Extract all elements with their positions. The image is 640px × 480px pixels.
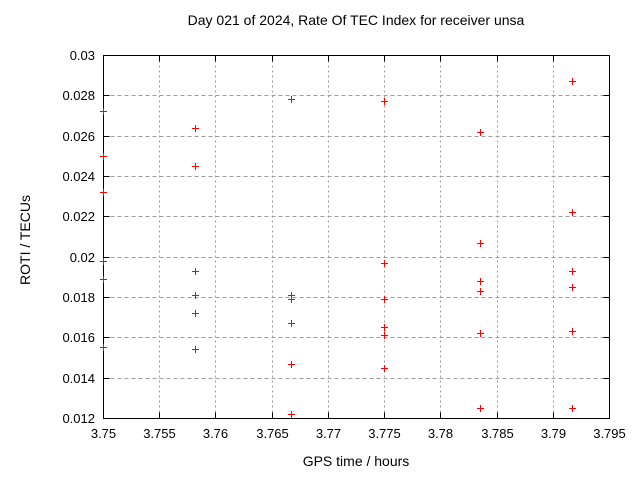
data-point (192, 163, 199, 170)
data-point (288, 361, 295, 368)
y-tick-label: 0.016 (62, 330, 95, 345)
y-tick-label: 0.026 (62, 129, 95, 144)
data-point (100, 276, 107, 283)
y-tick-label: 0.03 (70, 48, 95, 63)
y-tick-label: 0.02 (70, 250, 95, 265)
y-tick-label: 0.012 (62, 411, 95, 426)
data-point (288, 320, 295, 327)
x-tick-label: 3.78 (428, 426, 453, 441)
y-tick-label: 0.018 (62, 290, 95, 305)
data-point (192, 310, 199, 317)
data-point (477, 405, 484, 412)
data-point (381, 365, 388, 372)
x-tick-label: 3.785 (481, 426, 514, 441)
x-tick-label: 3.79 (541, 426, 566, 441)
chart-title: Day 021 of 2024, Rate Of TEC Index for r… (188, 12, 525, 28)
data-point (381, 260, 388, 267)
data-point (100, 153, 107, 160)
x-tick-label: 3.765 (256, 426, 289, 441)
x-tick-label: 3.75 (91, 426, 116, 441)
data-point (288, 96, 295, 103)
x-tick-label: 3.775 (368, 426, 401, 441)
data-point (100, 108, 107, 115)
data-point (381, 324, 388, 331)
data-point (381, 332, 388, 339)
data-point (100, 344, 107, 351)
data-point (569, 328, 576, 335)
y-tick-label: 0.024 (62, 169, 95, 184)
data-point (192, 346, 199, 353)
data-point (288, 296, 295, 303)
data-point (569, 284, 576, 291)
data-point (477, 129, 484, 136)
data-point (477, 240, 484, 247)
data-point (569, 405, 576, 412)
y-tick-label: 0.014 (62, 371, 95, 386)
data-point (100, 258, 107, 265)
data-point (288, 411, 295, 418)
x-tick-label: 3.755 (143, 426, 176, 441)
data-point (381, 296, 388, 303)
plot-border (103, 55, 610, 419)
data-point (381, 98, 388, 105)
data-point (477, 330, 484, 337)
data-point (569, 268, 576, 275)
data-point (192, 268, 199, 275)
x-tick-label: 3.77 (316, 426, 341, 441)
data-point (569, 78, 576, 85)
x-tick-label: 3.76 (203, 426, 228, 441)
x-axis-title: GPS time / hours (303, 453, 410, 469)
data-point (192, 125, 199, 132)
y-tick-label: 0.022 (62, 209, 95, 224)
x-tick-label: 3.795 (593, 426, 626, 441)
data-point (192, 292, 199, 299)
data-point (477, 278, 484, 285)
y-axis-title: ROTI / TECUs (17, 195, 33, 285)
data-point (477, 288, 484, 295)
data-point (100, 189, 107, 196)
y-tick-label: 0.028 (62, 88, 95, 103)
data-point (569, 209, 576, 216)
